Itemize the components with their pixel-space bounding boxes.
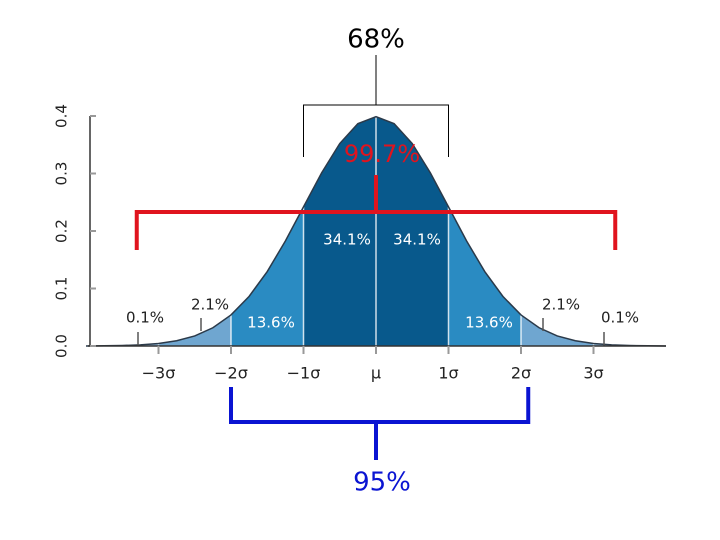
band-label: 2.1% — [542, 296, 580, 314]
band-label: 34.1% — [323, 231, 371, 249]
band — [521, 314, 594, 346]
band-label: 0.1% — [126, 309, 164, 327]
band-label: 34.1% — [393, 231, 441, 249]
interval-label: 95% — [353, 468, 411, 498]
band-label: 0.1% — [601, 309, 639, 327]
interval-bracket — [134, 175, 618, 250]
x-tick-label: −3σ — [142, 364, 176, 383]
x-tick-label: μ — [371, 364, 381, 383]
y-tick-label: 0.0 — [53, 334, 71, 358]
band — [158, 314, 231, 346]
density-curve — [85, 115, 667, 347]
interval-label: 68% — [347, 25, 405, 55]
band-label: 2.1% — [191, 296, 229, 314]
x-tick-label: 1σ — [438, 364, 458, 383]
band-label: 13.6% — [247, 314, 295, 332]
x-tick-label: 2σ — [511, 364, 531, 383]
y-tick-label: 0.3 — [53, 162, 71, 186]
x-tick-label: −2σ — [214, 364, 248, 383]
interval-label: 99.7% — [344, 140, 420, 168]
x-tick-label: 3σ — [583, 364, 603, 383]
interval-bracket — [303, 55, 449, 157]
y-tick-label: 0.4 — [53, 104, 71, 128]
y-tick-label: 0.1 — [53, 277, 71, 301]
band-label: 13.6% — [465, 314, 513, 332]
x-tick-label: −1σ — [287, 364, 321, 383]
interval-bracket — [229, 387, 531, 460]
y-tick-label: 0.2 — [53, 219, 71, 243]
